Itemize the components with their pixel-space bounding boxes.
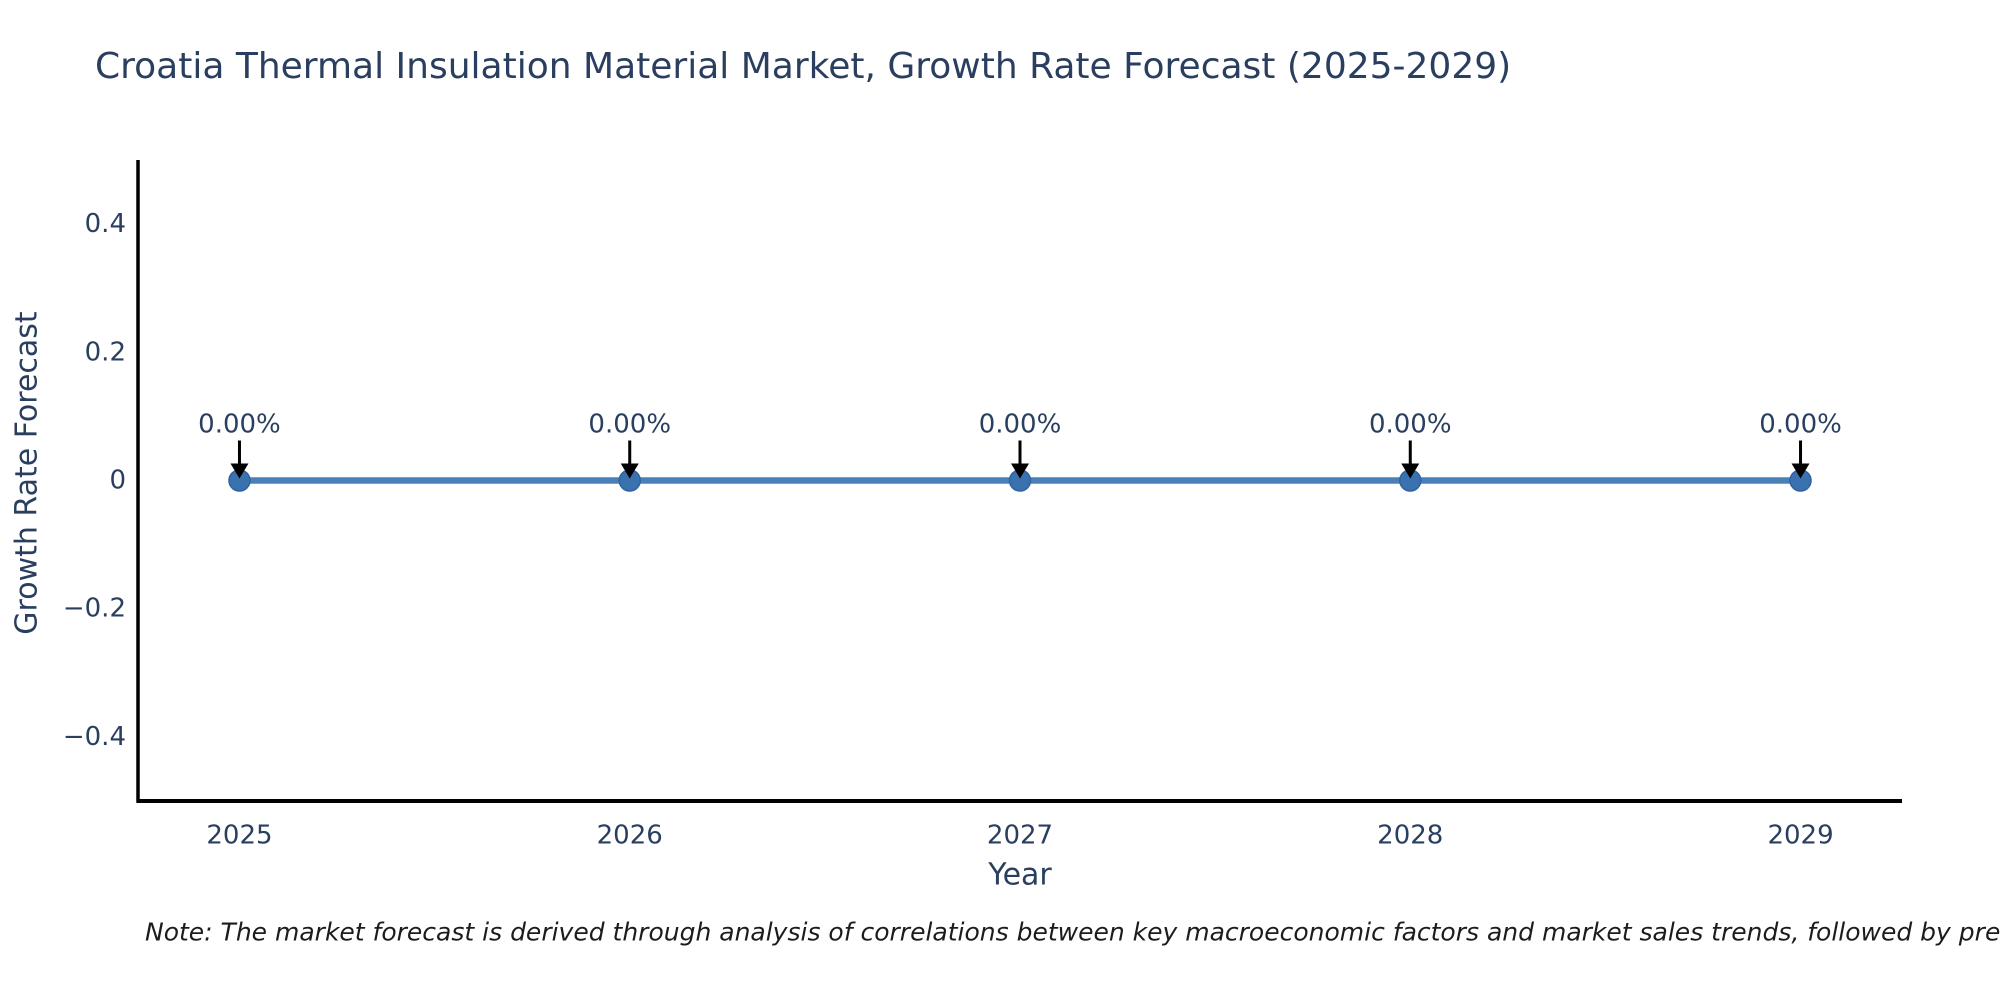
x-axis-title: Year: [988, 857, 1052, 893]
point-value-label: 0.00%: [1369, 410, 1452, 440]
point-value-label: 0.00%: [1759, 410, 1842, 440]
y-tick-label: −0.2: [63, 594, 126, 624]
annotation-arrowhead-icon: [230, 463, 249, 479]
point-value-label: 0.00%: [198, 410, 281, 440]
y-tick-label: 0: [109, 466, 126, 496]
point-value-label: 0.00%: [588, 410, 671, 440]
x-tick-label: 2028: [1377, 820, 1443, 850]
x-tick-label: 2029: [1767, 820, 1833, 850]
y-tick-label: −0.4: [63, 722, 126, 752]
y-tick-label: 0.2: [85, 337, 126, 367]
footnote: Note: The market forecast is derived thr…: [145, 917, 2000, 947]
annotation-arrowhead-icon: [1791, 463, 1810, 479]
x-tick-label: 2026: [597, 820, 663, 850]
x-tick-label: 2025: [206, 820, 272, 850]
annotation-arrowhead-icon: [1011, 463, 1029, 479]
point-value-label: 0.00%: [979, 410, 1062, 440]
annotation-arrowhead-icon: [620, 463, 639, 479]
chart-title: Croatia Thermal Insulation Material Mark…: [95, 46, 1512, 87]
x-tick-label: 2027: [987, 820, 1053, 850]
annotation-arrowhead-icon: [1401, 463, 1420, 479]
y-tick-label: 0.4: [85, 209, 126, 239]
